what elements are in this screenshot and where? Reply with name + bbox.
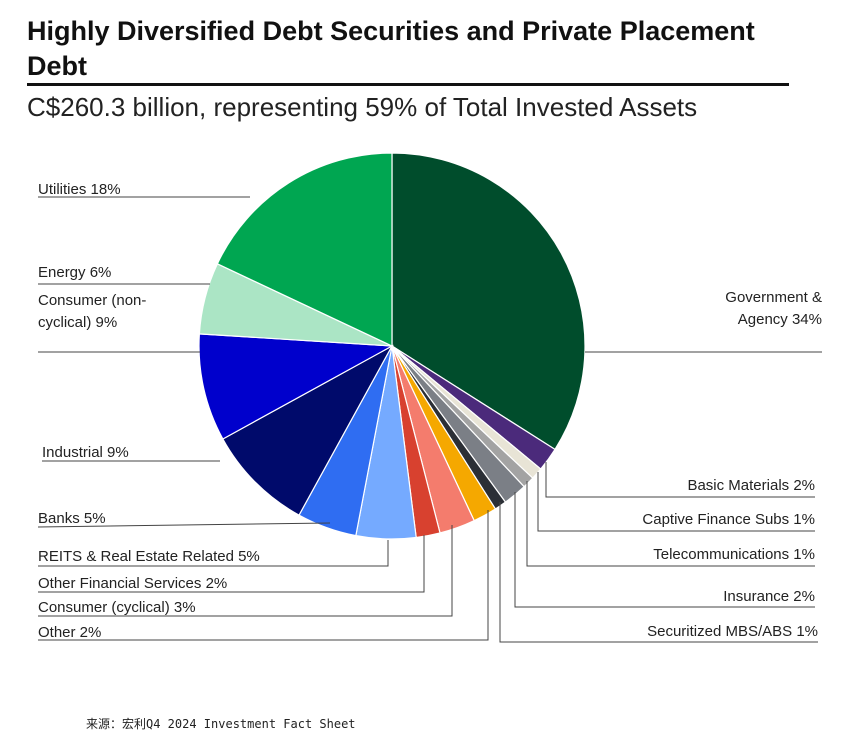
leader-line-otherfin	[38, 535, 425, 593]
slice-label-line: cyclical) 9%	[38, 314, 117, 331]
slice-label-mbs: Securitized MBS/ABS 1%	[647, 623, 818, 640]
slice-label-line: Banks 5%	[38, 510, 106, 527]
slice-label-basic: Basic Materials 2%	[687, 477, 815, 494]
slice-label-energy: Energy 6%	[38, 264, 111, 281]
slice-label-line: Government &	[725, 289, 822, 306]
slice-label-cyclical: Consumer (cyclical) 3%	[38, 599, 196, 616]
title-rule	[27, 83, 789, 86]
leader-line-telecom	[526, 481, 815, 567]
chart-subtitle: C$260.3 billion, representing 59% of Tot…	[27, 92, 698, 122]
slice-label-line: Insurance 2%	[723, 588, 815, 605]
leader-line-other	[38, 510, 489, 641]
leader-line-basic	[545, 462, 815, 498]
slice-label-line: Industrial 9%	[42, 444, 129, 461]
chart-title: Highly Diversified Debt Securities and P…	[27, 16, 755, 81]
slice-label-captive: Captive Finance Subs 1%	[642, 511, 815, 528]
slice-label-gov: Government & Agency 34%	[725, 289, 822, 328]
slice-label-noncyclical: Consumer (non-cyclical) 9%	[38, 292, 146, 331]
slice-label-line: Other Financial Services 2%	[38, 575, 227, 592]
leader-line-reits	[38, 540, 389, 567]
slice-label-line: Energy 6%	[38, 264, 111, 281]
slice-label-reits: REITS & Real Estate Related 5%	[38, 548, 260, 565]
slice-label-line: Securitized MBS/ABS 1%	[647, 623, 818, 640]
pie-slice-gov	[391, 152, 586, 451]
slice-label-insurance: Insurance 2%	[723, 588, 815, 605]
slice-label-line: Basic Materials 2%	[687, 477, 815, 494]
slice-label-line: Other 2%	[38, 624, 101, 641]
leader-line-banks	[37, 522, 331, 528]
slice-label-line: Agency 34%	[738, 311, 822, 328]
slice-label-line: REITS & Real Estate Related 5%	[38, 548, 260, 565]
slice-label-line: Telecommunications 1%	[653, 546, 815, 563]
leader-line-insurance	[514, 492, 815, 608]
pie-slice-utilities	[216, 152, 393, 347]
slice-label-line: Captive Finance Subs 1%	[642, 511, 815, 528]
slice-label-telecom: Telecommunications 1%	[653, 546, 815, 563]
pie-slice-industrial	[222, 344, 394, 516]
pie-slice-noncyclical	[198, 333, 395, 440]
slice-label-industrial: Industrial 9%	[42, 444, 129, 461]
slice-label-banks: Banks 5%	[38, 510, 106, 527]
source-note: 来源：宏利Q4 2024 Investment Fact Sheet	[86, 717, 356, 731]
leader-line-captive	[537, 472, 815, 532]
slice-label-line: Consumer (cyclical) 3%	[38, 599, 196, 616]
slice-label-otherfin: Other Financial Services 2%	[38, 575, 227, 592]
leader-line-cyclical	[38, 525, 453, 617]
slice-label-other: Other 2%	[38, 624, 101, 641]
slice-label-line: Consumer (non-	[38, 292, 146, 309]
slice-label-line: Utilities 18%	[38, 181, 121, 198]
leader-line-mbs	[499, 502, 818, 643]
slice-label-utilities: Utilities 18%	[38, 181, 121, 198]
